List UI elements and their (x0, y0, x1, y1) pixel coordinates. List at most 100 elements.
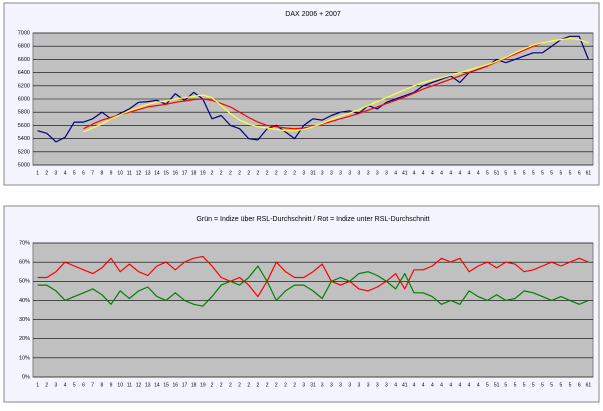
chart-title: DAX 2006 + 2007 (285, 11, 341, 18)
x-tick-label: 4 (477, 170, 480, 176)
x-tick-label: 5 (523, 170, 526, 176)
x-tick-label: 11 (127, 382, 132, 388)
x-tick-label: 16 (173, 170, 179, 176)
x-tick-label: 18 (191, 382, 197, 388)
x-tick-label: 4 (422, 170, 425, 176)
x-tick-label: 5 (514, 170, 517, 176)
x-tick-label: 4 (468, 170, 471, 176)
x-tick-label: 4 (64, 170, 67, 176)
x-tick-label: 3 (330, 170, 333, 176)
x-tick-label: 16 (173, 382, 179, 388)
y-tick-label: 7000 (18, 30, 30, 36)
x-tick-label: 3 (348, 170, 351, 176)
x-tick-label: 2 (45, 170, 48, 176)
x-tick-label: 5 (569, 382, 572, 388)
x-tick-label: 17 (182, 382, 188, 388)
x-tick-label: 2 (211, 382, 214, 388)
x-tick-label: 3 (339, 170, 342, 176)
x-tick-label: 2 (211, 170, 214, 176)
x-tick-label: 41 (402, 382, 408, 388)
x-tick-label: 4 (458, 170, 461, 176)
x-tick-label: 19 (200, 382, 206, 388)
y-tick-label: 30% (19, 317, 30, 323)
x-tick-label: 4 (449, 382, 452, 388)
x-tick-label: 14 (154, 170, 160, 176)
x-tick-label: 4 (449, 170, 452, 176)
y-tick-label: 50% (19, 279, 30, 285)
x-tick-label: 8 (100, 170, 103, 176)
x-tick-label: 13 (145, 382, 151, 388)
x-tick-label: 3 (302, 382, 305, 388)
x-tick-label: 2 (45, 382, 48, 388)
x-tick-label: 3 (376, 382, 379, 388)
x-tick-label: 2 (266, 382, 269, 388)
x-tick-label: 5 (532, 382, 535, 388)
x-tick-label: 2 (220, 170, 223, 176)
x-tick-label: 61 (586, 382, 592, 388)
y-tick-label: 0% (22, 374, 30, 380)
x-tick-label: 2 (247, 382, 250, 388)
x-tick-label: 4 (468, 382, 471, 388)
x-tick-label: 3 (339, 382, 342, 388)
x-tick-label: 7 (91, 382, 94, 388)
x-tick-label: 5 (569, 170, 572, 176)
x-tick-label: 4 (422, 382, 425, 388)
y-tick-label: 70% (19, 240, 30, 246)
x-tick-label: 15 (163, 382, 169, 388)
x-tick-label: 9 (110, 382, 113, 388)
x-tick-label: 5 (504, 382, 507, 388)
x-tick-label: 4 (477, 382, 480, 388)
y-tick-label: 6200 (18, 83, 30, 89)
x-tick-label: 3 (367, 170, 370, 176)
x-tick-label: 4 (458, 382, 461, 388)
x-tick-label: 5 (73, 382, 76, 388)
x-tick-label: 6 (82, 170, 85, 176)
x-tick-label: 4 (431, 170, 434, 176)
x-tick-label: 2 (275, 382, 278, 388)
x-tick-label: 5 (504, 170, 507, 176)
x-tick-label: 3 (358, 170, 361, 176)
x-tick-label: 1 (36, 170, 39, 176)
x-tick-label: 5 (73, 170, 76, 176)
x-tick-label: 5 (532, 170, 535, 176)
x-tick-label: 61 (586, 170, 592, 176)
x-tick-label: 3 (302, 170, 305, 176)
x-tick-label: 2 (220, 382, 223, 388)
x-tick-label: 2 (275, 170, 278, 176)
x-tick-label: 18 (191, 170, 197, 176)
x-tick-label: 9 (110, 170, 113, 176)
x-tick-label: 3 (321, 170, 324, 176)
y-tick-label: 6600 (18, 57, 30, 63)
x-tick-label: 4 (431, 382, 434, 388)
x-tick-label: 2 (238, 382, 241, 388)
x-tick-label: 2 (284, 382, 287, 388)
x-tick-label: 51 (494, 170, 500, 176)
x-tick-label: 4 (440, 170, 443, 176)
x-tick-label: 2 (229, 170, 232, 176)
x-tick-label: 5 (541, 170, 544, 176)
x-tick-label: 3 (55, 382, 58, 388)
x-tick-label: 8 (100, 382, 103, 388)
x-tick-label: 3 (385, 170, 388, 176)
x-tick-label: 4 (64, 382, 67, 388)
y-tick-label: 6800 (18, 44, 30, 50)
x-tick-label: 31 (310, 382, 316, 388)
x-tick-label: 2 (293, 170, 296, 176)
x-tick-label: 2 (284, 170, 287, 176)
x-tick-label: 14 (154, 382, 160, 388)
x-tick-label: 13 (145, 170, 151, 176)
x-tick-label: 2 (238, 170, 241, 176)
y-tick-label: 5000 (18, 162, 30, 168)
x-tick-label: 5 (523, 382, 526, 388)
x-tick-label: 2 (293, 382, 296, 388)
x-tick-label: 6 (578, 382, 581, 388)
x-tick-label: 5 (559, 170, 562, 176)
x-tick-label: 5 (514, 382, 517, 388)
x-tick-label: 3 (358, 382, 361, 388)
y-tick-label: 5800 (18, 110, 30, 116)
x-tick-label: 4 (440, 382, 443, 388)
x-tick-label: 5 (559, 382, 562, 388)
x-tick-label: 5 (550, 170, 553, 176)
x-tick-label: 3 (330, 382, 333, 388)
